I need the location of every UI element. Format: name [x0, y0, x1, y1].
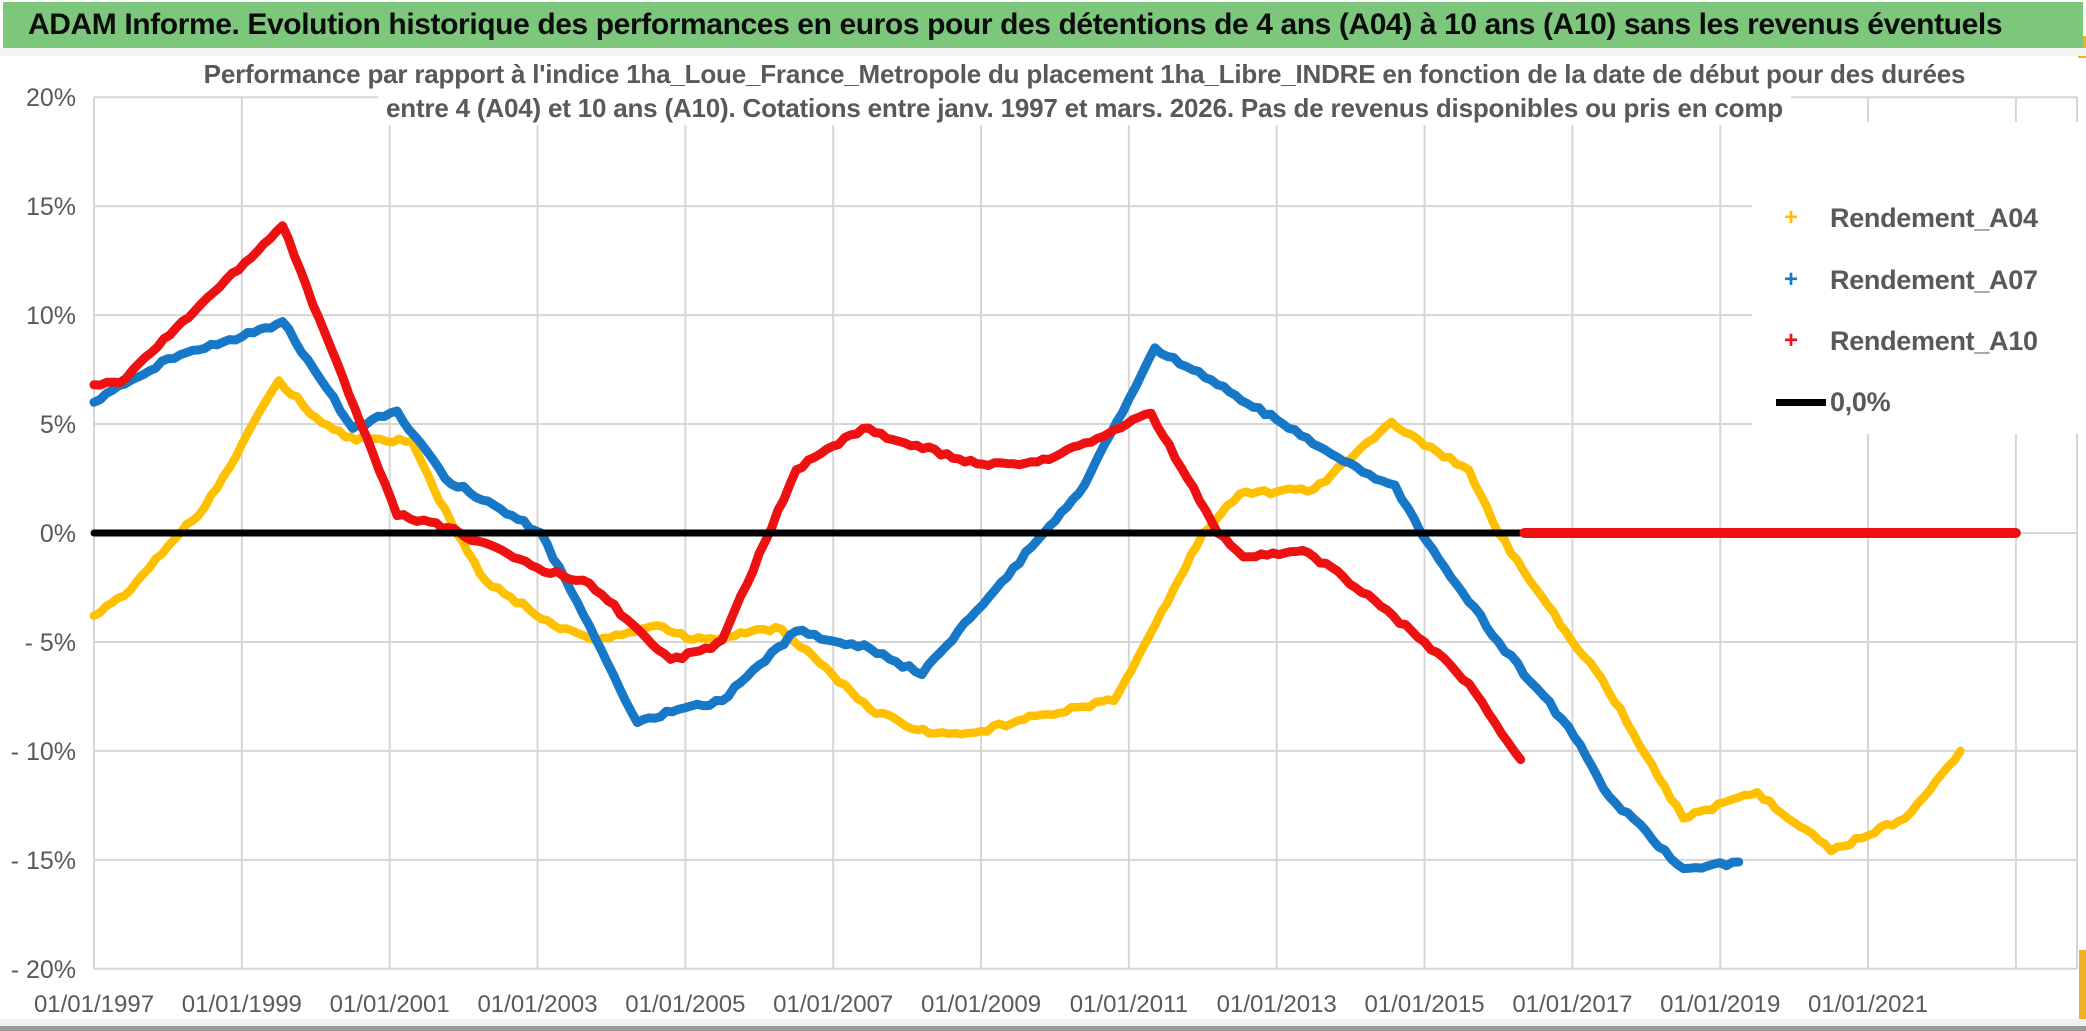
x-axis-label: 01/01/1999 [182, 991, 302, 1018]
x-axis-label: 01/01/2011 [1070, 991, 1188, 1018]
header-bar: ADAM Informe. Evolution historique des p… [3, 2, 2083, 48]
legend-label: Rendement_A04 [1830, 202, 2038, 233]
x-axis-label: 01/01/2019 [1660, 991, 1780, 1018]
series-line-rendement_a10 [89, 221, 1526, 765]
legend-item-rendement-a07[interactable]: + Rendement_A07 [1752, 258, 2084, 302]
header-divider [0, 48, 2086, 56]
zero-line-swatch-icon [1776, 398, 1826, 406]
y-axis-label: 15% [26, 193, 76, 221]
x-axis-label: 01/01/2021 [1808, 991, 1928, 1018]
chart-subtitle: Performance par rapport à l'indice 1ha_L… [92, 57, 2077, 125]
y-axis-label: - 5% [25, 629, 76, 657]
y-axis-label: 0% [40, 520, 76, 548]
plus-marker-icon: + [1783, 204, 1798, 231]
x-axis-label: 01/01/2007 [773, 991, 893, 1018]
legend-item-rendement-a10[interactable]: + Rendement_A10 [1752, 319, 2084, 363]
x-axis-label: 01/01/2017 [1512, 991, 1632, 1018]
x-axis-label: 01/01/2013 [1217, 991, 1337, 1018]
bottom-scrollbar-strip[interactable] [0, 1026, 2086, 1031]
legend-label: Rendement_A07 [1830, 264, 2038, 295]
x-axis-label: 01/01/2009 [921, 991, 1041, 1018]
plus-marker-icon: + [1783, 327, 1798, 354]
chart-subtitle-line1: Performance par rapport à l'indice 1ha_L… [195, 57, 1974, 91]
bottom-strip [0, 1019, 2086, 1026]
chart-subtitle-line2: entre 4 (A04) et 10 ans (A10). Cotations… [378, 91, 1791, 125]
legend-item-zero-line[interactable]: 0,0% [1752, 380, 2084, 424]
page-title: ADAM Informe. Evolution historique des p… [28, 8, 2003, 41]
series-line-rendement_a04 [89, 376, 1965, 856]
x-axis-label: 01/01/1997 [34, 991, 154, 1018]
y-axis-label: - 15% [11, 847, 76, 875]
chart-legend: + Rendement_A04 + Rendement_A07 + Rendem… [1752, 122, 2084, 434]
x-axis-label: 01/01/2015 [1364, 991, 1484, 1018]
y-axis-label: - 10% [11, 738, 76, 766]
y-axis-label: 5% [40, 411, 76, 439]
y-axis-label: - 20% [11, 956, 76, 984]
legend-label: 0,0% [1830, 386, 1891, 417]
x-axis-label: 01/01/2001 [330, 991, 450, 1018]
series-line-rendement_a07 [89, 317, 1744, 874]
plus-marker-icon: + [1783, 266, 1798, 293]
y-axis-label: 20% [26, 84, 76, 112]
gold-frame-edge-bottom-right [2079, 950, 2086, 1031]
y-axis-label: 10% [26, 302, 76, 330]
x-axis-label: 01/01/2003 [477, 991, 597, 1018]
legend-item-rendement-a04[interactable]: + Rendement_A04 [1752, 196, 2084, 240]
legend-label: Rendement_A10 [1830, 325, 2038, 356]
x-axis-label: 01/01/2005 [625, 991, 745, 1018]
